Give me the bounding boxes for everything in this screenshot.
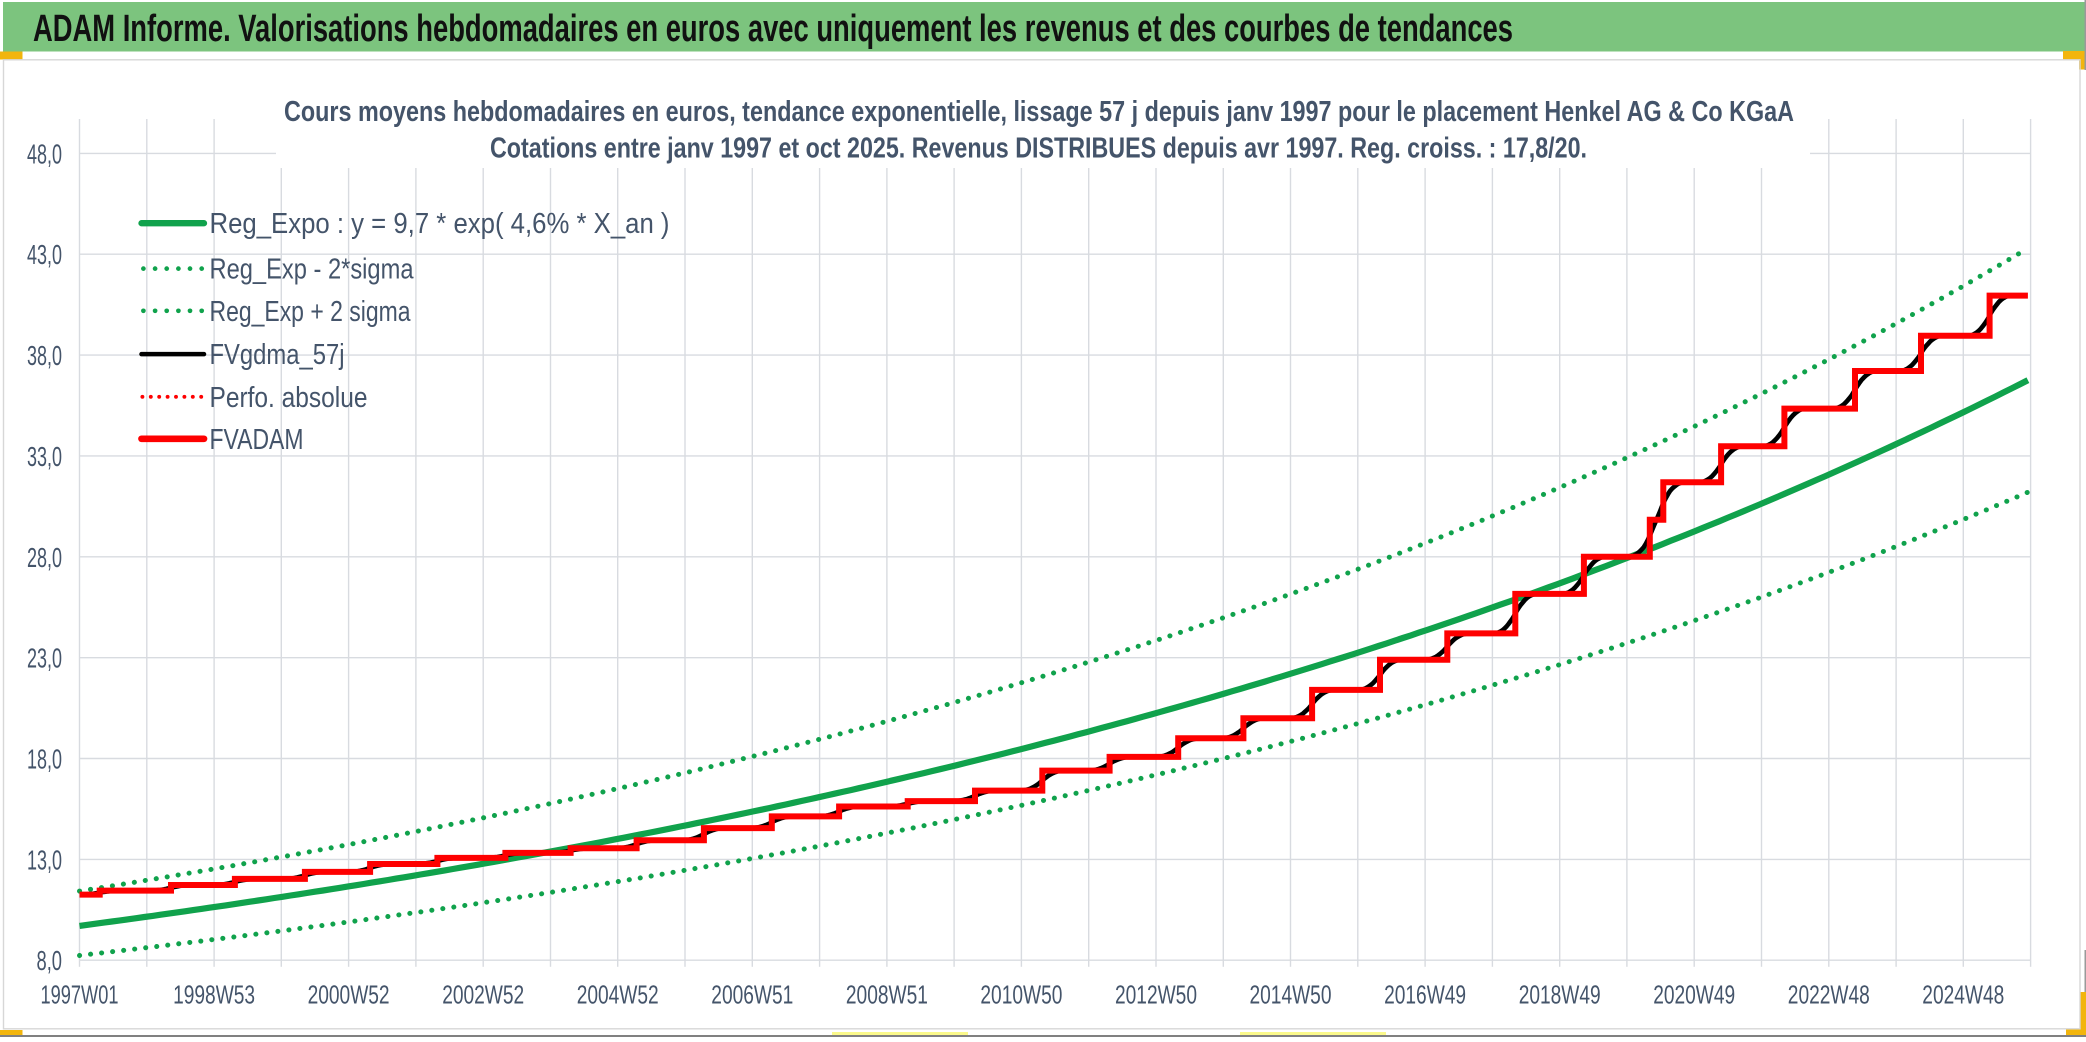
svg-text:2024W48: 2024W48 [1922,980,2004,1010]
svg-text:1998W53: 1998W53 [173,980,255,1010]
svg-text:28,0: 28,0 [27,542,62,573]
svg-text:Cotations entre janv 1997 et o: Cotations entre janv 1997 et oct 2025. R… [490,133,1587,165]
svg-text:FVgdma_57j: FVgdma_57j [210,339,345,371]
svg-text:2004W52: 2004W52 [577,980,659,1010]
svg-text:43,0: 43,0 [27,239,62,270]
svg-text:1997W01: 1997W01 [41,980,119,1010]
svg-text:48,0: 48,0 [27,138,62,169]
svg-text:FVADAM: FVADAM [210,424,304,456]
svg-text:2010W50: 2010W50 [980,980,1062,1010]
svg-text:38,0: 38,0 [27,340,62,371]
svg-text:Reg_Exp + 2 sigma: Reg_Exp + 2 sigma [210,296,411,328]
svg-text:2022W48: 2022W48 [1788,980,1870,1010]
svg-text:33,0: 33,0 [27,441,62,472]
svg-text:2006W51: 2006W51 [711,980,793,1010]
svg-text:2002W52: 2002W52 [442,980,524,1010]
svg-text:23,0: 23,0 [27,643,62,674]
svg-text:13,0: 13,0 [27,844,62,875]
svg-text:ADAM Informe. Valorisations he: ADAM Informe. Valorisations hebdomadaire… [33,8,1513,50]
svg-text:2014W50: 2014W50 [1250,980,1332,1010]
svg-text:18,0: 18,0 [27,744,62,775]
svg-text:Reg_Expo : y = 9,7 * exp( 4,6%: Reg_Expo : y = 9,7 * exp( 4,6% * X_an ) [210,208,670,240]
svg-text:2008W51: 2008W51 [846,980,928,1010]
svg-text:2000W52: 2000W52 [308,980,390,1010]
svg-text:2020W49: 2020W49 [1653,980,1735,1010]
svg-text:Perfo. absolue: Perfo. absolue [210,382,368,414]
svg-text:Cours moyens hebdomadaires en: Cours moyens hebdomadaires en euros, ten… [284,96,1794,128]
svg-text:2016W49: 2016W49 [1384,980,1466,1010]
svg-text:Reg_Exp - 2*sigma: Reg_Exp - 2*sigma [210,254,414,286]
svg-text:2018W49: 2018W49 [1519,980,1601,1010]
svg-text:2012W50: 2012W50 [1115,980,1197,1010]
svg-text:8,0: 8,0 [37,945,63,976]
